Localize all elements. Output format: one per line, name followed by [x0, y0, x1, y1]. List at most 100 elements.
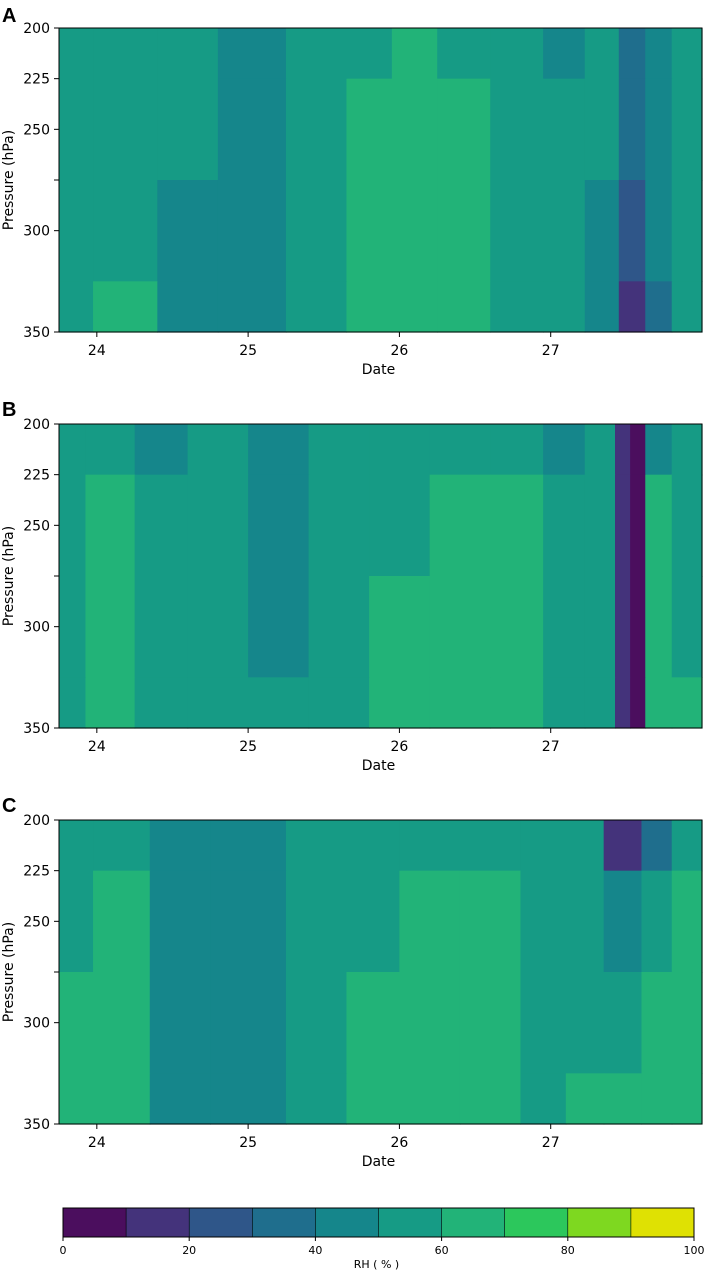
rh-cell — [93, 78, 158, 181]
rh-cell — [93, 870, 151, 973]
x-axis-label: Date — [362, 362, 395, 378]
rh-cell — [93, 180, 158, 282]
colorbar-label: RH ( % ) — [354, 1258, 399, 1271]
panel-b: 24 25 26 27 200 225 250 300 350 Date Pressure (hPa… — [1, 399, 703, 774]
rh-cell — [149, 870, 211, 973]
panel-label: B — [2, 399, 16, 421]
rh-cell — [285, 870, 348, 973]
rh-cell — [59, 576, 87, 678]
rh-cell — [603, 870, 643, 973]
rh-cell — [346, 820, 401, 872]
rh-cell — [391, 180, 438, 282]
rh-cell — [391, 28, 438, 80]
x-tick-label: 25 — [239, 1135, 257, 1151]
rh-cell — [584, 677, 616, 729]
rh-cell — [615, 677, 631, 729]
rh-cell — [437, 28, 491, 80]
rh-cell — [93, 820, 151, 872]
rh-cell — [157, 28, 219, 80]
rh-cell — [149, 972, 211, 1074]
rh-cell — [671, 576, 703, 678]
rh-cell — [429, 424, 491, 476]
rh-cell — [490, 180, 544, 282]
rh-cell — [641, 870, 673, 973]
colorbar-tick-label: 60 — [435, 1244, 449, 1257]
rh-cell — [399, 820, 461, 872]
rh-cell — [285, 820, 348, 872]
rh-cell — [217, 180, 287, 282]
rh-cell — [346, 78, 393, 181]
rh-cell — [543, 677, 586, 729]
rh-cell — [520, 1073, 567, 1125]
rh-cell — [85, 677, 136, 729]
colorbar-tick-label: 80 — [561, 1244, 575, 1257]
rh-cell — [59, 677, 87, 729]
x-tick-label: 26 — [390, 1135, 408, 1151]
x-tick-label: 25 — [239, 343, 257, 359]
y-tick-label: 200 — [23, 21, 50, 37]
rh-cell — [59, 28, 94, 80]
colorbar-segment — [189, 1208, 253, 1237]
colorbar-segment — [126, 1208, 190, 1237]
rh-cell — [645, 281, 673, 333]
rh-cell — [248, 474, 310, 577]
contour-fill — [59, 820, 703, 1125]
rh-cell — [671, 870, 703, 973]
rh-cell — [59, 820, 94, 872]
rh-cell — [346, 28, 393, 80]
y-tick-label: 300 — [23, 224, 50, 240]
rh-cell — [437, 281, 491, 333]
colorbar-segment — [315, 1208, 379, 1237]
rh-cell — [149, 1073, 211, 1125]
rh-cell — [490, 474, 544, 577]
rh-cell — [391, 281, 438, 333]
y-tick-label: 200 — [23, 813, 50, 829]
colorbar-tick-label: 100 — [684, 1244, 705, 1257]
rh-cell — [490, 281, 544, 333]
rh-cell — [369, 677, 431, 729]
y-tick-label: 350 — [23, 325, 50, 341]
rh-cell — [437, 180, 491, 282]
x-tick-label: 27 — [542, 343, 560, 359]
rh-cell — [134, 677, 189, 729]
rh-cell — [187, 677, 249, 729]
colorbar-segment — [252, 1208, 316, 1237]
rh-cell — [59, 1073, 94, 1125]
rh-cell — [134, 424, 189, 476]
rh-cell — [369, 576, 431, 678]
panel-label: A — [2, 5, 16, 27]
rh-cell — [490, 28, 544, 80]
rh-cell — [459, 820, 522, 872]
colorbar: 0 20 40 60 80 100 RH ( % ) — [60, 1207, 705, 1271]
rh-cell — [346, 972, 401, 1074]
rh-cell — [285, 281, 348, 333]
rh-cell — [671, 180, 703, 282]
contour-fill — [59, 28, 703, 333]
rh-cell — [645, 424, 673, 476]
x-tick-label: 24 — [88, 739, 106, 755]
panel-c: 24 25 26 27 200 225 250 300 350 Date Pressure (hPa… — [1, 795, 703, 1170]
rh-cell — [584, 180, 620, 282]
x-axis-label: Date — [362, 1154, 395, 1170]
rh-cell — [59, 474, 87, 577]
rh-cell — [584, 78, 620, 181]
rh-cell — [157, 180, 219, 282]
rh-cell — [459, 1073, 522, 1125]
rh-cell — [308, 424, 370, 476]
rh-cell — [93, 1073, 151, 1125]
rh-cell — [490, 677, 544, 729]
x-tick-label: 27 — [542, 1135, 560, 1151]
rh-cell — [248, 677, 310, 729]
y-tick-label: 200 — [23, 417, 50, 433]
rh-cell — [308, 677, 370, 729]
rh-cell — [59, 424, 87, 476]
x-tick-label: 24 — [88, 343, 106, 359]
colorbar-segment — [378, 1208, 442, 1237]
rh-cell — [618, 78, 646, 181]
rh-cell — [645, 180, 673, 282]
y-tick-label: 300 — [23, 620, 50, 636]
rh-cell — [618, 180, 646, 282]
rh-cell — [543, 424, 586, 476]
x-axis-label: Date — [362, 758, 395, 774]
rh-cell — [210, 1073, 287, 1125]
